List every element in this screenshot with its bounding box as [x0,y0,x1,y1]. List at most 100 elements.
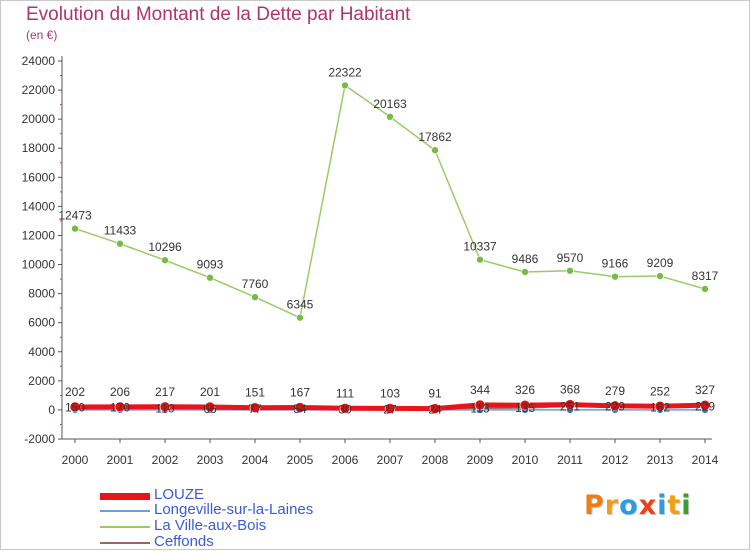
data-label: 111 [336,386,355,400]
legend-swatch [100,542,150,544]
x-tick-label: 2010 [512,453,539,467]
data-label: 30 [338,402,352,416]
data-label: 27 [383,403,397,417]
data-label: 9570 [557,251,584,265]
data-label: 9166 [602,257,629,271]
data-label: 368 [560,383,580,397]
x-tick-label: 2013 [647,453,674,467]
data-label: 217 [155,385,175,399]
data-point [656,272,664,280]
data-point [341,81,349,90]
data-label: 91 [428,387,442,401]
legend-swatch [100,526,150,528]
logo-letter: o [619,490,639,521]
y-tick-label: 18000 [22,141,56,155]
data-label: 344 [470,383,490,397]
data-label: 201 [200,385,220,399]
y-tick-label: 14000 [22,199,56,213]
data-point [386,112,394,121]
data-label: 17862 [418,130,452,144]
data-label: 54 [293,402,307,416]
data-label: 10337 [463,240,497,254]
x-tick-label: 2001 [107,453,134,467]
data-label: 9209 [647,256,674,270]
x-tick-label: 2012 [602,453,629,467]
legend-swatch [100,492,150,500]
data-point [384,403,396,414]
x-tick-label: 2006 [332,453,359,467]
data-point [521,268,529,276]
y-tick-label: 12000 [22,228,56,242]
logo-letter: r [604,490,620,521]
data-point [114,401,126,413]
data-point [251,293,259,301]
y-tick-label: 10000 [22,258,56,272]
x-tick-label: 2005 [287,453,314,467]
data-label: 170 [110,400,130,414]
data-label: 11433 [104,224,137,238]
data-label: 9486 [512,252,539,266]
series-louze [69,399,711,414]
data-point [611,272,619,281]
data-label: 229 [605,400,625,414]
data-point [296,313,304,322]
legend-swatch [100,510,150,512]
legend-label: La Ville-aux-Bois [154,517,267,534]
data-point [161,256,169,265]
data-point [204,401,216,413]
x-tick-label: 2007 [377,453,404,467]
data-point [564,399,576,410]
data-label: 22322 [328,65,362,79]
data-point [654,400,666,412]
y-tick-label: 24000 [22,54,56,68]
data-label: 202 [65,385,85,399]
x-tick-label: 2009 [467,453,494,467]
data-label: 113 [470,401,489,415]
data-point [476,255,484,264]
y-tick-label: 4000 [28,345,55,359]
data-point [701,285,709,293]
logo-letter: i [657,490,668,521]
data-point [69,401,81,413]
data-label: 8317 [692,269,719,283]
y-tick-label: 0 [48,403,55,417]
series-la-ville-aux-bois [71,81,709,322]
data-point [699,399,711,411]
legend-label: LOUZE [154,486,205,503]
data-point [566,266,574,275]
logo-letter: i [681,490,692,521]
data-point [116,239,124,248]
data-point [431,146,439,155]
data-label: 66 [203,402,217,416]
data-label: 20163 [373,97,407,111]
data-point [159,401,171,413]
chart-title: Evolution du Montant de la Dette par Hab… [26,4,411,25]
data-point [519,399,531,411]
data-label: 103 [380,386,400,400]
y-tick-label: 20000 [22,112,56,126]
x-tick-label: 2008 [422,453,449,467]
data-point [71,224,79,233]
data-label: 24 [428,403,442,417]
legend-label: Ceffonds [154,533,214,550]
x-tick-label: 2002 [152,453,179,467]
x-tick-label: 2003 [197,453,224,467]
data-label: 150 [65,401,85,415]
data-label: 162 [650,401,670,415]
data-label: 167 [290,385,310,399]
data-label: 229 [695,400,715,414]
data-point [474,399,486,411]
data-label: 206 [110,385,130,399]
data-label: 110 [155,401,174,415]
y-tick-label: 6000 [28,316,55,330]
data-label: 326 [515,383,535,397]
data-label: 10296 [148,240,182,254]
data-point [206,273,214,282]
data-point [609,400,621,412]
data-point [429,403,441,414]
chart-unit-label: (en €) [26,28,58,42]
y-tick-label: 8000 [28,287,55,301]
proxiti-logo: Proxiti [584,490,692,521]
